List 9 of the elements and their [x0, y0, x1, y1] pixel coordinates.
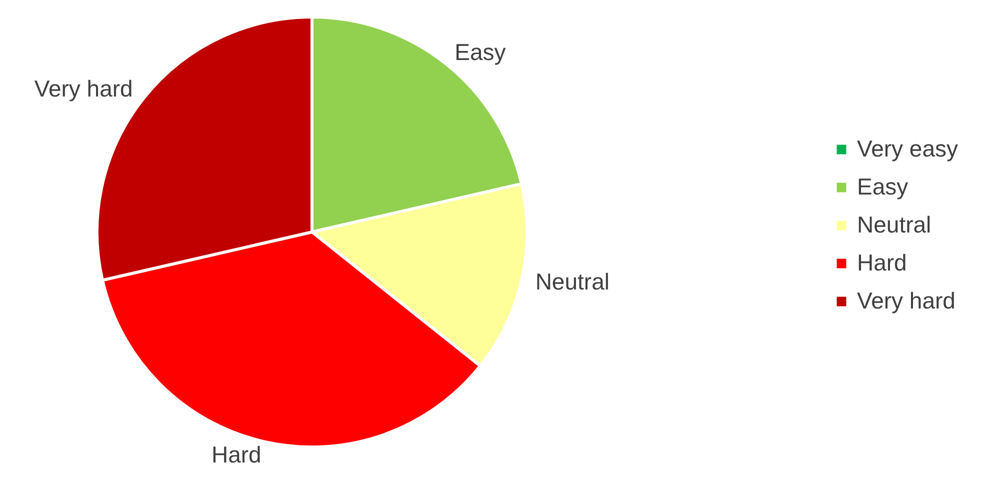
slice-label: Very hard [34, 75, 133, 102]
legend-label: Very hard [857, 288, 956, 314]
slice-label: Easy [454, 38, 506, 65]
slice-label: Hard [211, 441, 262, 468]
slice-label: Neutral [535, 268, 610, 295]
legend-label: Hard [857, 250, 907, 276]
legend-label: Easy [857, 174, 909, 200]
legend-label: Very easy [857, 136, 958, 162]
legend-label: Neutral [857, 212, 932, 238]
